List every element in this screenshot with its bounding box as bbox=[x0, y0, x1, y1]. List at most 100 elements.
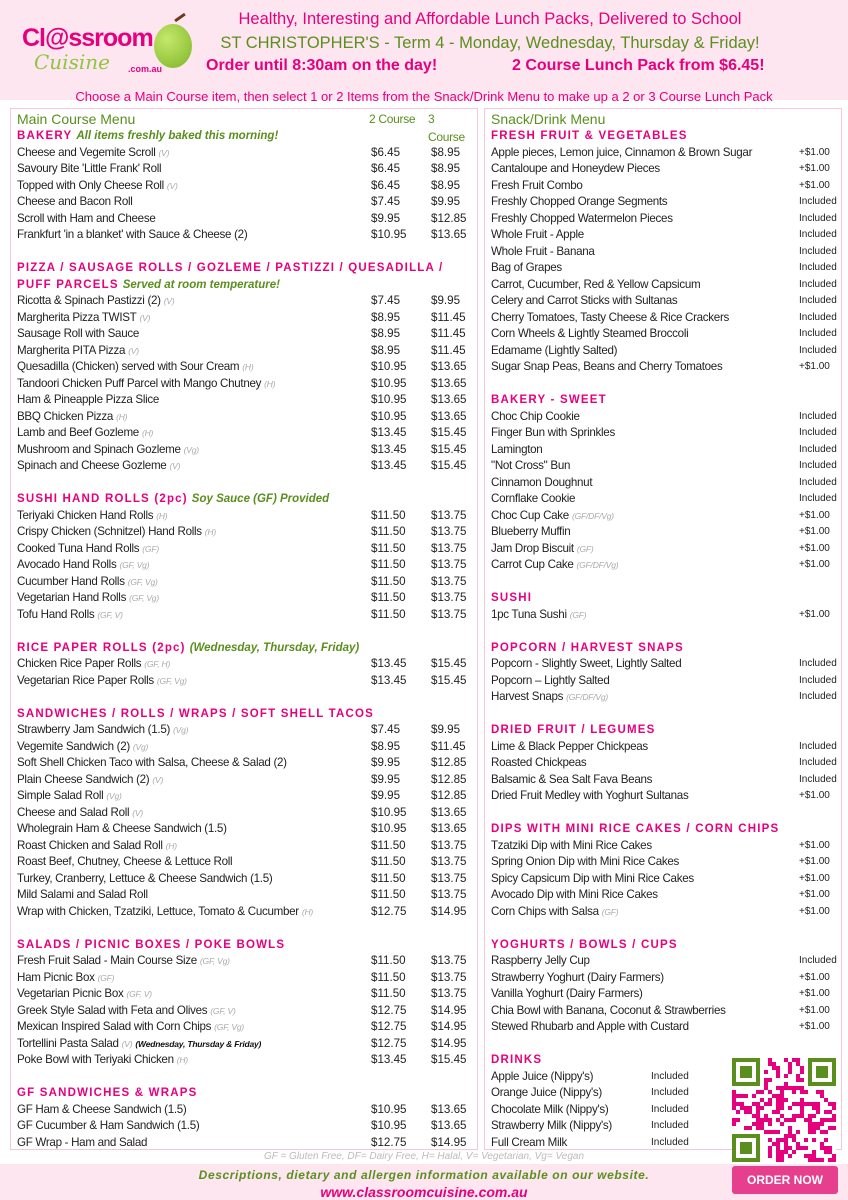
menu-item[interactable]: Topped with Only Cheese Roll (V) $6.45 $8.9… bbox=[17, 178, 471, 195]
menu-item[interactable]: Quesadilla (Chicken) served with Sour Cr… bbox=[17, 359, 471, 376]
menu-item[interactable]: Bag of Grapes Included bbox=[491, 260, 837, 277]
menu-item[interactable]: Edamame (Lightly Salted) Included bbox=[491, 343, 837, 360]
menu-item[interactable]: Cinnamon Doughnut Included bbox=[491, 475, 837, 492]
menu-item[interactable]: Spinach and Cheese Gozleme (V) $13.45 $15.4… bbox=[17, 458, 471, 475]
menu-item[interactable]: Chia Bowl with Banana, Coconut & Strawbe… bbox=[491, 1003, 835, 1020]
menu-item[interactable]: Popcorn - Slightly Sweet, Lightly Salted… bbox=[491, 656, 837, 673]
menu-item[interactable]: Carrot Cup Cake (GF/DF/Vg) +$1.00 bbox=[491, 557, 835, 574]
menu-item[interactable]: Orange Juice (Nippy's) Included bbox=[491, 1085, 835, 1102]
menu-item[interactable]: Choc Chip Cookie Included bbox=[491, 409, 837, 426]
menu-item[interactable]: Popcorn – Lightly Salted Included bbox=[491, 673, 837, 690]
menu-item[interactable]: Carrot, Cucumber, Red & Yellow Capsicum I… bbox=[491, 277, 837, 294]
menu-item[interactable]: Sausage Roll with Sauce $8.95 $11.45 bbox=[17, 326, 471, 343]
menu-item[interactable]: Sugar Snap Peas, Beans and Cherry Tomato… bbox=[491, 359, 835, 376]
menu-item[interactable]: Cucumber Hand Rolls (GF, Vg) $11.50 $13.75 bbox=[17, 574, 471, 591]
menu-item[interactable]: Cherry Tomatoes, Tasty Cheese & Rice Cra… bbox=[491, 310, 837, 327]
menu-item[interactable]: Harvest Snaps (GF/DF/Vg) Included bbox=[491, 689, 837, 706]
menu-item[interactable]: Apple Juice (Nippy's) Included bbox=[491, 1069, 835, 1086]
menu-item[interactable]: Simple Salad Roll (Vg) $9.95 $12.85 bbox=[17, 788, 471, 805]
menu-item[interactable]: Plain Cheese Sandwich (2) (V) $9.95 $12.85 bbox=[17, 772, 471, 789]
menu-item[interactable]: Fresh Fruit Salad - Main Course Size (GF,… bbox=[17, 953, 471, 970]
menu-item[interactable]: Freshly Chopped Orange Segments Included bbox=[491, 194, 837, 211]
menu-item[interactable]: Ricotta & Spinach Pastizzi (2) (V) $7.45 $9… bbox=[17, 293, 471, 310]
menu-item[interactable]: Cornflake Cookie Included bbox=[491, 491, 837, 508]
menu-item[interactable]: 1pc Tuna Sushi (GF) +$1.00 bbox=[491, 607, 835, 624]
menu-item[interactable]: Frankfurt 'in a blanket' with Sauce & Ch… bbox=[17, 227, 471, 244]
menu-item[interactable]: Fresh Fruit Combo +$1.00 bbox=[491, 178, 835, 195]
menu-item[interactable]: Cheese and Bacon Roll $7.45 $9.95 bbox=[17, 194, 471, 211]
menu-item[interactable]: Celery and Carrot Sticks with Sultanas In… bbox=[491, 293, 837, 310]
menu-item[interactable]: Choc Cup Cake (GF/DF/Vg) +$1.00 bbox=[491, 508, 835, 525]
website-link[interactable]: www.classroomcuisine.com.au bbox=[320, 1184, 528, 1200]
menu-item[interactable]: Mild Salami and Salad Roll $11.50 $13.75 bbox=[17, 887, 471, 904]
menu-item[interactable]: Poke Bowl with Teriyaki Chicken (H) $13.45… bbox=[17, 1052, 471, 1069]
menu-item[interactable]: Whole Fruit - Apple Included bbox=[491, 227, 837, 244]
classroom-cuisine-logo[interactable]: Cl@ssroom Cuisine .com.au bbox=[16, 12, 192, 84]
menu-item[interactable]: Tofu Hand Rolls (GF, V) $11.50 $13.75 bbox=[17, 607, 471, 624]
menu-item[interactable]: Teriyaki Chicken Hand Rolls (H) $11.50 $13.… bbox=[17, 508, 471, 525]
menu-item[interactable]: Roasted Chickpeas Included bbox=[491, 755, 837, 772]
menu-item[interactable]: Corn Chips with Salsa (GF) +$1.00 bbox=[491, 904, 835, 921]
menu-item[interactable]: Dried Fruit Medley with Yoghurt Sultanas… bbox=[491, 788, 835, 805]
menu-item[interactable]: Lamb and Beef Gozleme (H) $13.45 $15.45 bbox=[17, 425, 471, 442]
menu-item[interactable]: Blueberry Muffin +$1.00 bbox=[491, 524, 835, 541]
menu-item[interactable]: Chicken Rice Paper Rolls (GF, H) $13.45 $15… bbox=[17, 656, 471, 673]
menu-item[interactable]: Spring Onion Dip with Mini Rice Cakes +$1… bbox=[491, 854, 835, 871]
menu-item[interactable]: Turkey, Cranberry, Lettuce & Cheese Sand… bbox=[17, 871, 471, 888]
menu-item[interactable]: Vegemite Sandwich (2) (Vg) $8.95 $11.45 bbox=[17, 739, 471, 756]
menu-item[interactable]: GF Ham & Cheese Sandwich (1.5) $10.95 $13.… bbox=[17, 1102, 471, 1119]
menu-item[interactable]: Freshly Chopped Watermelon Pieces Include… bbox=[491, 211, 837, 228]
menu-item[interactable]: Tzatziki Dip with Mini Rice Cakes +$1.00 bbox=[491, 838, 835, 855]
menu-item[interactable]: Crispy Chicken (Schnitzel) Hand Rolls (H)… bbox=[17, 524, 471, 541]
menu-item[interactable]: GF Cucumber & Ham Sandwich (1.5) $10.95 $1… bbox=[17, 1118, 471, 1135]
menu-item[interactable]: "Not Cross" Bun Included bbox=[491, 458, 837, 475]
menu-item[interactable]: Lamington Included bbox=[491, 442, 837, 459]
menu-item[interactable]: Mushroom and Spinach Gozleme (Vg) $13.45 $1… bbox=[17, 442, 471, 459]
menu-item[interactable]: Vegetarian Hand Rolls (GF, Vg) $11.50 $13.7… bbox=[17, 590, 471, 607]
menu-item[interactable]: Lime & Black Pepper Chickpeas Included bbox=[491, 739, 837, 756]
menu-item[interactable]: Margherita Pizza TWIST (V) $8.95 $11.45 bbox=[17, 310, 471, 327]
menu-item[interactable]: Stewed Rhubarb and Apple with Custard +$1… bbox=[491, 1019, 835, 1036]
menu-item[interactable]: Wrap with Chicken, Tzatziki, Lettuce, To… bbox=[17, 904, 471, 921]
menu-item[interactable]: Vanilla Yoghurt (Dairy Farmers) +$1.00 bbox=[491, 986, 835, 1003]
menu-item[interactable]: Greek Style Salad with Feta and Olives (G… bbox=[17, 1003, 471, 1020]
menu-item[interactable]: Tortellini Pasta Salad (V) (Wednesday, Thu… bbox=[17, 1036, 471, 1053]
menu-item[interactable]: Whole Fruit - Banana Included bbox=[491, 244, 837, 261]
menu-item[interactable]: Ham Picnic Box (GF) $11.50 $13.75 bbox=[17, 970, 471, 987]
menu-item[interactable]: Apple pieces, Lemon juice, Cinnamon & Br… bbox=[491, 145, 835, 162]
menu-item[interactable]: Cooked Tuna Hand Rolls (GF) $11.50 $13.75 bbox=[17, 541, 471, 558]
menu-item[interactable]: Roast Beef, Chutney, Cheese & Lettuce Ro… bbox=[17, 854, 471, 871]
menu-item[interactable]: Tandoori Chicken Puff Parcel with Mango … bbox=[17, 376, 471, 393]
menu-item[interactable]: Chocolate Milk (Nippy's) Included bbox=[491, 1102, 835, 1119]
menu-item[interactable]: Vegetarian Rice Paper Rolls (GF, Vg) $13.4… bbox=[17, 673, 471, 690]
menu-item[interactable]: Cheese and Salad Roll (V) $10.95 $13.65 bbox=[17, 805, 471, 822]
menu-item[interactable]: Wholegrain Ham & Cheese Sandwich (1.5) $1… bbox=[17, 821, 471, 838]
menu-item[interactable]: Corn Wheels & Lightly Steamed Broccoli In… bbox=[491, 326, 837, 343]
price-2-course: $6.45 bbox=[371, 162, 401, 175]
menu-item[interactable]: BBQ Chicken Pizza (H) $10.95 $13.65 bbox=[17, 409, 471, 426]
menu-item[interactable]: Avocado Hand Rolls (GF, Vg) $11.50 $13.75 bbox=[17, 557, 471, 574]
menu-item[interactable]: Spicy Capsicum Dip with Mini Rice Cakes +… bbox=[491, 871, 835, 888]
menu-item[interactable]: Roast Chicken and Salad Roll (H) $11.50 $13… bbox=[17, 838, 471, 855]
menu-item[interactable]: Soft Shell Chicken Taco with Salsa, Chee… bbox=[17, 755, 471, 772]
menu-item[interactable]: Balsamic & Sea Salt Fava Beans Included bbox=[491, 772, 837, 789]
menu-item[interactable]: Full Cream Milk Included bbox=[491, 1135, 835, 1152]
menu-item[interactable]: Avocado Dip with Mini Rice Cakes +$1.00 bbox=[491, 887, 835, 904]
menu-item[interactable]: Cheese and Vegemite Scroll (V) $6.45 $8.95 bbox=[17, 145, 471, 162]
order-now-button[interactable]: ORDER NOW bbox=[732, 1166, 838, 1194]
menu-item[interactable]: Strawberry Yoghurt (Dairy Farmers) +$1.00 bbox=[491, 970, 835, 987]
menu-item[interactable]: Scroll with Ham and Cheese $9.95 $12.85 bbox=[17, 211, 471, 228]
menu-item[interactable]: Mexican Inspired Salad with Corn Chips (G… bbox=[17, 1019, 471, 1036]
menu-item[interactable]: Strawberry Milk (Nippy's) Included bbox=[491, 1118, 835, 1135]
menu-item[interactable]: Margherita PITA Pizza (V) $8.95 $11.45 bbox=[17, 343, 471, 360]
menu-item[interactable]: Cantaloupe and Honeydew Pieces +$1.00 bbox=[491, 161, 835, 178]
menu-item[interactable]: Finger Bun with Sprinkles Included bbox=[491, 425, 837, 442]
qr-code-icon[interactable] bbox=[732, 1057, 836, 1163]
menu-item[interactable]: Ham & Pineapple Pizza Slice $10.95 $13.65 bbox=[17, 392, 471, 409]
menu-item[interactable]: Raspberry Jelly Cup Included bbox=[491, 953, 837, 970]
menu-item[interactable]: Savoury Bite 'Little Frank' Roll $6.45 $8.… bbox=[17, 161, 471, 178]
menu-item[interactable]: Vegetarian Picnic Box (GF, V) $11.50 $13.75 bbox=[17, 986, 471, 1003]
menu-item[interactable]: Jam Drop Biscuit (GF) +$1.00 bbox=[491, 541, 835, 558]
menu-item[interactable]: Strawberry Jam Sandwich (1.5) (Vg) $7.45 $9… bbox=[17, 722, 471, 739]
menu-item[interactable]: GF Wrap - Ham and Salad $12.75 $14.95 bbox=[17, 1135, 471, 1152]
